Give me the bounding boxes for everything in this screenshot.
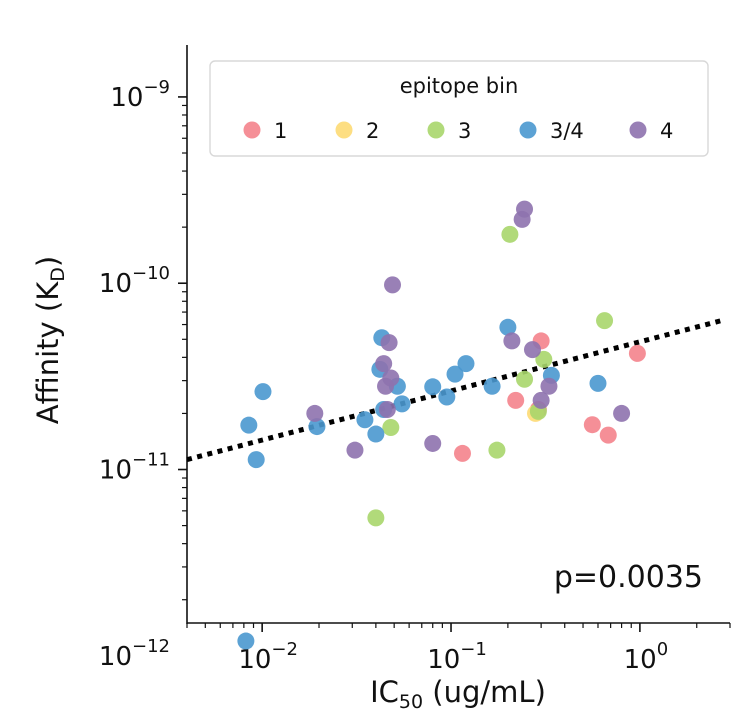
data-point [380,334,398,352]
y-axis-ticks: 10−12 10−11 10−10 10−9 [99,77,187,672]
data-point [596,312,614,330]
data-point [507,391,525,409]
y-tick-label: 10−9 [110,77,170,113]
data-point [382,369,400,387]
p-value-annotation: p=0.0035 [554,560,703,595]
x-axis-ticks: 10−2 10−1 100 [186,623,731,675]
legend-entries: 1 2 3 3/4 4 [243,119,673,143]
data-point [535,350,553,368]
y-axis-label-sub: D [47,267,69,282]
data-point [424,434,442,452]
y-tick-label: 10−10 [99,263,170,299]
legend-label: 4 [660,119,673,143]
data-points [237,200,646,650]
data-point [346,441,364,459]
legend-label: 2 [366,119,379,143]
data-point [254,383,272,401]
data-point [589,374,607,392]
x-axis-label-rest: (ug/mL) [423,675,546,709]
data-point [613,404,631,422]
y-axis-label: Affinity (KD) [31,256,69,424]
x-tick-label: 100 [624,639,669,675]
legend-label: 1 [274,119,287,143]
data-point [501,225,519,243]
data-point [483,377,501,395]
data-point [488,441,506,459]
plot-area: 10−12 10−11 10−10 10−9 10−2 10−1 100 [99,45,731,675]
data-point [424,378,442,396]
y-tick-label: 10−12 [99,636,170,672]
data-point [367,509,385,527]
data-point [516,200,534,218]
data-point [628,344,646,362]
x-axis-label: IC50 (ug/mL) [370,675,546,713]
x-tick-label: 10−2 [238,639,298,675]
data-point [583,416,601,434]
data-point [457,355,475,373]
legend: epitope bin 1 2 3 3/4 4 [209,60,709,157]
data-point [499,318,517,336]
y-axis-label-group: Affinity (KD) [31,256,69,424]
data-point [382,419,400,437]
trendline-group [186,318,722,463]
legend-label: 3/4 [550,119,584,143]
y-axis-label-rest: ) [31,256,65,267]
data-point [247,451,265,469]
data-point [393,395,411,413]
data-point [375,355,393,373]
legend-marker [519,121,537,139]
data-point [599,426,617,444]
data-point [308,418,326,436]
data-point [532,391,550,409]
data-point [438,388,456,406]
legend-marker [629,121,647,139]
data-point [356,411,374,429]
data-point [503,332,521,350]
data-point [446,365,464,383]
data-point [384,276,402,294]
data-point [240,416,258,434]
legend-title: epitope bin [400,74,519,98]
data-point [367,425,385,443]
data-point [540,377,558,395]
y-axis-label-main: Affinity (K [31,281,65,424]
data-point [237,632,255,650]
data-point [453,444,471,462]
data-point [516,370,534,388]
legend-marker [243,121,261,139]
y-tick-label: 10−11 [99,450,170,486]
legend-box [209,60,709,157]
legend-marker [427,121,445,139]
data-point [306,404,324,422]
legend-label: 3 [458,119,471,143]
x-axis-label-sub: 50 [399,691,423,713]
x-axis-label-main: IC [370,675,399,709]
data-point [523,341,541,359]
x-tick-label: 10−1 [427,639,487,675]
data-point [378,400,396,418]
trendline [186,318,722,463]
legend-marker [335,121,353,139]
